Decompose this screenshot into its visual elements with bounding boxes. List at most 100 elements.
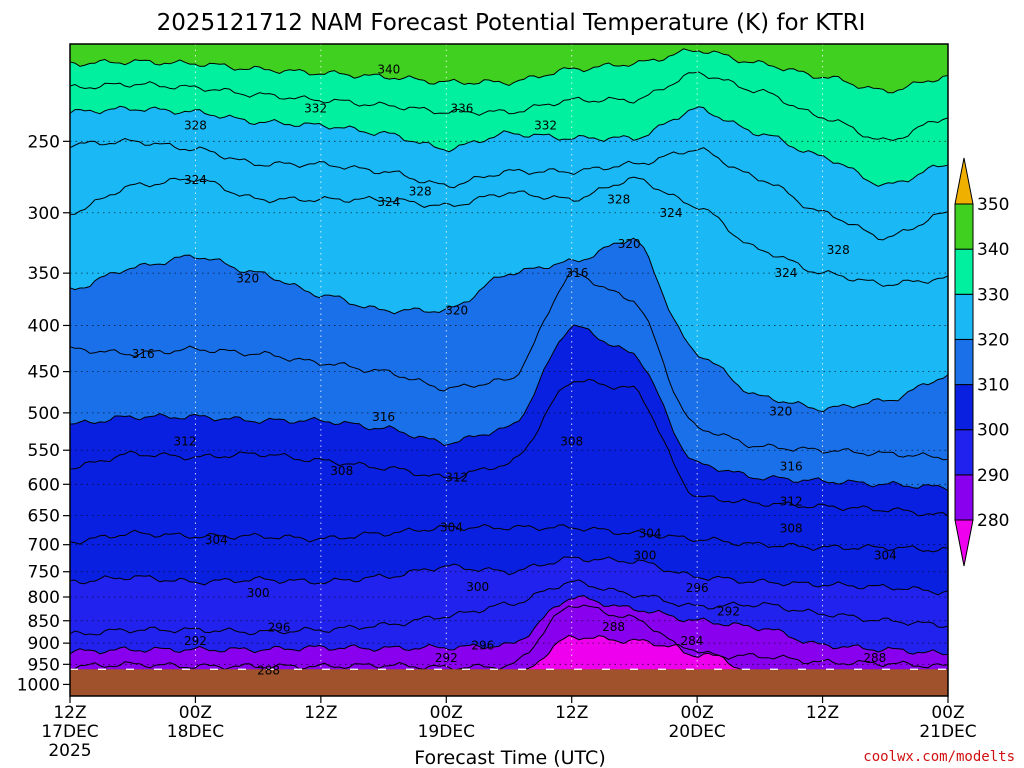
contour-label: 324 <box>377 195 400 209</box>
colorbar-segment-310 <box>954 338 974 386</box>
contour-label: 328 <box>827 243 850 257</box>
contour-label: 300 <box>466 580 489 594</box>
x-tick-label: 12Z <box>53 703 86 723</box>
y-tick-label: 700 <box>28 536 60 556</box>
band-above-340 <box>70 44 948 93</box>
isentrope-328 <box>70 137 948 241</box>
x-tick-label: 12Z <box>304 703 337 723</box>
contour-label: 288 <box>602 620 625 634</box>
contour-label: 324 <box>775 266 798 280</box>
y-tick-label: 650 <box>28 507 60 527</box>
contour-label: 292 <box>184 634 207 648</box>
y-tick-label: 250 <box>28 132 60 152</box>
contour-label: 296 <box>471 638 494 652</box>
isentrope-292 <box>70 595 948 656</box>
contour-label: 300 <box>633 549 656 563</box>
contour-label: 308 <box>560 435 583 449</box>
ground-fill <box>70 669 948 696</box>
contour-label: 320 <box>618 237 641 251</box>
colorbar-segment-320 <box>954 293 974 340</box>
colorbar-label: 310 <box>977 376 1009 396</box>
isentrope-300 <box>70 556 948 596</box>
colorbar-segment-280 <box>954 474 974 521</box>
contour-labels: 340 332 336 332 328 324 328 324 328 324 320 328 316 3… <box>132 62 897 677</box>
y-tick-label: 800 <box>28 588 60 608</box>
contour-label: 304 <box>639 526 662 540</box>
colorbar-segment-300 <box>954 384 974 431</box>
contour-label: 320 <box>769 404 792 418</box>
contour-label: 328 <box>607 192 630 206</box>
x-tick-label: 00Z <box>430 703 463 723</box>
contour-label: 332 <box>534 118 557 132</box>
x-tick-date: 19DEC <box>418 722 475 742</box>
contour-label: 312 <box>780 495 803 509</box>
colorbar-label: 320 <box>977 330 1009 350</box>
y-tick-label: 300 <box>28 204 60 224</box>
x-tick-label: 00Z <box>681 703 714 723</box>
isentrope-316 <box>70 270 948 461</box>
contour-label: 316 <box>372 410 395 424</box>
y-tick-label: 600 <box>28 475 60 495</box>
colorbar-segment-330 <box>954 248 974 295</box>
contour-label: 312 <box>174 435 197 449</box>
contour-label: 300 <box>247 586 270 600</box>
plot-frame <box>69 43 949 697</box>
x-tick-label: 00Z <box>179 703 212 723</box>
colorbar-label: 290 <box>977 466 1009 486</box>
isentrope-324 <box>70 176 948 287</box>
pressure-axis: 2503003504004505005506006507007508008509… <box>17 132 70 695</box>
temperature-fill-bands <box>70 44 948 696</box>
contour-label: 304 <box>205 533 228 547</box>
contour-label: 284 <box>680 634 703 648</box>
contour-label: 296 <box>268 621 291 635</box>
contour-label: 324 <box>184 173 207 187</box>
colorbar-label: 330 <box>977 285 1009 305</box>
x-tick-label: 12Z <box>806 703 839 723</box>
isentrope-312 <box>70 324 948 492</box>
y-tick-label: 350 <box>28 264 60 284</box>
isentrope-288 <box>70 604 948 671</box>
isentrope-332 <box>70 105 948 187</box>
chart-title: 2025121712 NAM Forecast Potential Temper… <box>157 10 866 36</box>
colorbar-bottom-arrow <box>954 519 974 567</box>
contour-label: 324 <box>660 206 683 220</box>
colorbar-segment-290 <box>954 429 974 476</box>
y-tick-label: 900 <box>28 634 60 654</box>
contour-label: 328 <box>184 118 207 132</box>
x-tick-date: 17DEC <box>41 722 98 742</box>
x-axis-label: Forecast Time (UTC) <box>414 747 605 768</box>
y-tick-label: 950 <box>28 655 60 675</box>
plot-area: 340 332 336 332 328 324 328 324 328 324 320 328 316 3… <box>70 44 948 696</box>
x-tick-year: 2025 <box>48 741 91 761</box>
y-tick-label: 550 <box>28 441 60 461</box>
y-tick-label: 750 <box>28 563 60 583</box>
contour-label: 332 <box>304 102 327 116</box>
x-tick-label: 12Z <box>555 703 588 723</box>
y-tick-label: 500 <box>28 404 60 424</box>
y-tick-label: 450 <box>28 363 60 383</box>
colorbar-label: 300 <box>977 421 1009 441</box>
colorbar-label: 340 <box>977 240 1009 260</box>
contour-label: 296 <box>686 581 709 595</box>
contour-label: 316 <box>780 459 803 473</box>
y-tick-label: 400 <box>28 316 60 336</box>
y-tick-label: 850 <box>28 612 60 632</box>
contour-label: 336 <box>451 102 474 116</box>
isentrope-308 <box>70 378 948 517</box>
contour-label: 340 <box>377 62 400 76</box>
contour-label: 288 <box>257 663 280 677</box>
ground-surface <box>70 668 948 696</box>
x-tick-date: 20DEC <box>668 722 725 742</box>
isentrope-304 <box>70 523 948 553</box>
contour-label: 308 <box>330 464 353 478</box>
colorbar-label: 280 <box>977 511 1009 531</box>
contour-label: 304 <box>440 521 463 535</box>
contour-label: 292 <box>435 651 458 665</box>
contour-label: 316 <box>565 266 588 280</box>
contour-label: 316 <box>132 347 155 361</box>
x-tick-label: 00Z <box>931 703 964 723</box>
colorbar-label: 350 <box>977 195 1009 215</box>
x-tick-date: 21DEC <box>919 722 976 742</box>
